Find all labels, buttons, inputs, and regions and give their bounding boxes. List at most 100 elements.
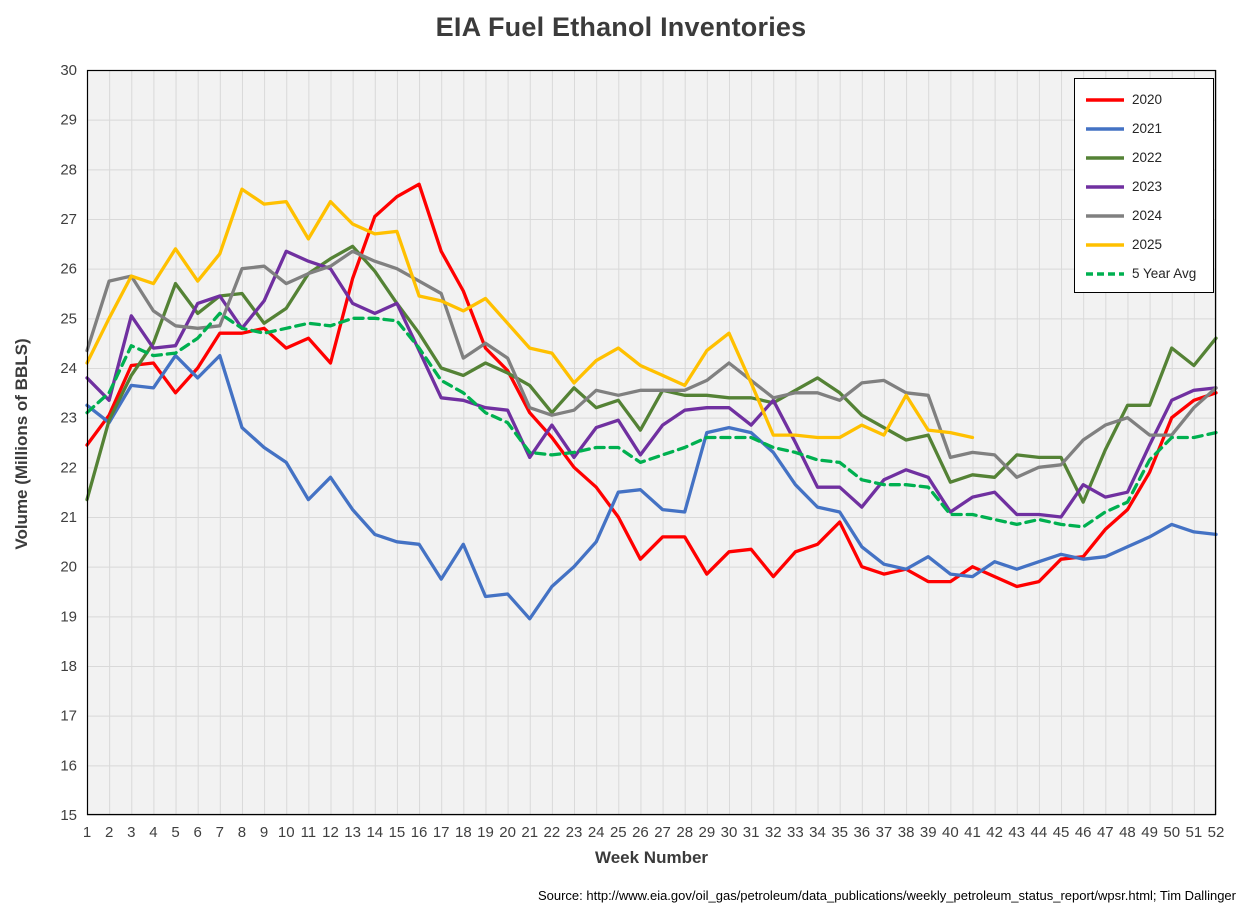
x-tick-label: 36 <box>853 824 870 841</box>
x-tick-label: 6 <box>194 824 202 841</box>
x-tick-label: 19 <box>477 824 494 841</box>
y-tick-label: 20 <box>60 559 77 576</box>
x-tick-label: 32 <box>765 824 782 841</box>
legend-item-2022: 2022 <box>1075 143 1213 172</box>
x-tick-label: 16 <box>411 824 428 841</box>
y-tick-label: 28 <box>60 161 77 178</box>
x-tick-label: 13 <box>344 824 361 841</box>
y-tick-label: 25 <box>60 310 77 327</box>
y-tick-label: 26 <box>60 261 77 278</box>
x-tick-label: 51 <box>1186 824 1203 841</box>
legend-swatch <box>1086 155 1124 160</box>
legend-item-2020: 2020 <box>1075 85 1213 114</box>
legend-item-2025: 2025 <box>1075 230 1213 259</box>
x-tick-label: 52 <box>1208 824 1225 841</box>
legend-swatch <box>1086 242 1124 247</box>
y-tick-label: 19 <box>60 608 77 625</box>
x-tick-label: 4 <box>149 824 157 841</box>
y-tick-label: 17 <box>60 708 77 725</box>
x-tick-label: 29 <box>698 824 715 841</box>
x-tick-label: 34 <box>809 824 826 841</box>
x-tick-label: 39 <box>920 824 937 841</box>
x-tick-label: 23 <box>566 824 583 841</box>
source-note: Source: http://www.eia.gov/oil_gas/petro… <box>537 888 1236 903</box>
x-tick-label: 47 <box>1097 824 1114 841</box>
legend: 2020 2021 2022 2023 2024 2025 5 Year Avg <box>1074 78 1214 293</box>
series-line-2022 <box>85 244 1218 504</box>
x-tick-label: 46 <box>1075 824 1092 841</box>
x-tick-label: 11 <box>301 824 317 841</box>
series-line-2024 <box>85 249 1218 479</box>
series-line-2025 <box>85 187 975 440</box>
y-tick-label: 18 <box>60 658 77 675</box>
x-tick-label: 49 <box>1141 824 1158 841</box>
legend-swatch <box>1086 213 1124 218</box>
legend-label: 5 Year Avg <box>1132 266 1197 281</box>
legend-swatch <box>1086 271 1124 276</box>
legend-label: 2024 <box>1132 208 1163 223</box>
x-tick-label: 9 <box>260 824 268 841</box>
x-tick-label: 22 <box>544 824 561 841</box>
x-tick-label: 33 <box>787 824 804 841</box>
x-tick-label: 37 <box>876 824 893 841</box>
x-tick-label: 18 <box>455 824 472 841</box>
x-tick-label: 50 <box>1163 824 1180 841</box>
y-tick-labels: 15 16 17 18 19 20 21 22 23 24 25 26 27 28 29 30 <box>60 62 77 824</box>
series-line-2021 <box>85 353 1218 621</box>
y-tick-label: 27 <box>60 211 77 228</box>
legend-item-2023: 2023 <box>1075 172 1213 201</box>
legend-label: 2022 <box>1132 150 1163 165</box>
series-line-2020 <box>85 182 1218 589</box>
x-tick-label: 7 <box>216 824 224 841</box>
x-tick-label: 8 <box>238 824 246 841</box>
x-tick-label: 21 <box>521 824 538 841</box>
x-tick-label: 12 <box>322 824 339 841</box>
legend-swatch <box>1086 97 1124 102</box>
x-tick-label: 44 <box>1031 824 1048 841</box>
x-tick-label: 2 <box>105 824 113 841</box>
x-tick-label: 45 <box>1053 824 1070 841</box>
x-tick-label: 48 <box>1119 824 1136 841</box>
x-tick-label: 20 <box>499 824 516 841</box>
x-tick-label: 43 <box>1008 824 1025 841</box>
x-tick-label: 35 <box>831 824 848 841</box>
series-line-5-year-avg <box>85 311 1218 529</box>
x-tick-label: 38 <box>898 824 915 841</box>
y-tick-label: 30 <box>60 62 77 79</box>
legend-label: 2023 <box>1132 179 1163 194</box>
y-tick-label: 22 <box>60 459 77 476</box>
legend-label: 2020 <box>1132 92 1163 107</box>
y-tick-label: 16 <box>60 757 77 774</box>
x-tick-label: 1 <box>83 824 91 841</box>
x-tick-label: 31 <box>743 824 760 841</box>
x-tick-label: 5 <box>171 824 179 841</box>
legend-item-2021: 2021 <box>1075 114 1213 143</box>
x-tick-label: 25 <box>610 824 627 841</box>
x-tick-label: 15 <box>389 824 406 841</box>
x-axis-title: Week Number <box>594 848 709 867</box>
y-tick-label: 21 <box>60 509 77 526</box>
x-tick-label: 3 <box>127 824 135 841</box>
legend-swatch <box>1086 184 1124 189</box>
x-tick-label: 28 <box>676 824 693 841</box>
x-tick-labels: 1 2 3 4 5 6 7 8 9 10 11 12 13 14 15 16 17 18 19 20 21 22 23 24 2… <box>83 824 1225 841</box>
y-tick-label: 24 <box>60 360 77 377</box>
x-tick-label: 30 <box>721 824 738 841</box>
x-tick-label: 10 <box>278 824 295 841</box>
x-tick-label: 41 <box>964 824 981 841</box>
x-tick-label: 17 <box>433 824 450 841</box>
legend-item-5-year-avg: 5 Year Avg <box>1075 259 1213 288</box>
y-tick-label: 23 <box>60 410 77 427</box>
x-tick-label: 27 <box>654 824 671 841</box>
x-tick-label: 42 <box>986 824 1003 841</box>
y-tick-label: 15 <box>60 807 77 824</box>
x-tick-label: 40 <box>942 824 959 841</box>
x-tick-label: 24 <box>588 824 605 841</box>
legend-item-2024: 2024 <box>1075 201 1213 230</box>
x-tick-label: 26 <box>632 824 649 841</box>
legend-label: 2021 <box>1132 121 1163 136</box>
y-axis-title: Volume (Millions of BBLS) <box>12 338 31 550</box>
legend-label: 2025 <box>1132 237 1163 252</box>
